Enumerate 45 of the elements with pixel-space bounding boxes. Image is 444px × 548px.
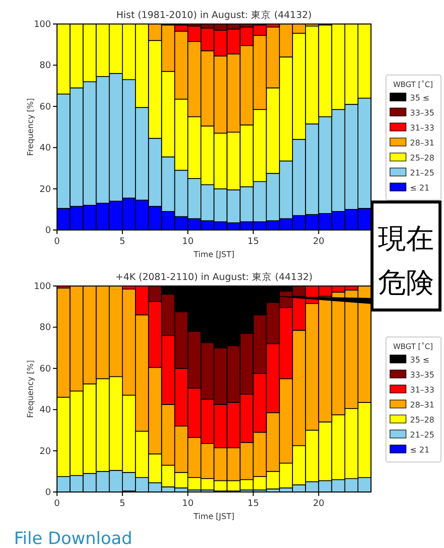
legend-label: 35 ≤ xyxy=(410,356,430,364)
legend-label: ≤ 21 xyxy=(410,184,430,192)
x-tick-label: 0 xyxy=(54,499,60,509)
x-tick-label: 5 xyxy=(120,237,126,247)
text: 危険 xyxy=(378,266,434,299)
chart-title: Hist (1981-2010) in August: 東京 (44132) xyxy=(116,9,312,21)
x-tick-label: 10 xyxy=(182,237,194,247)
x-axis-title: Time [JST] xyxy=(192,250,234,259)
text: 現在 xyxy=(378,222,434,255)
y-tick-label: 80 xyxy=(40,61,52,72)
y-tick-label: 60 xyxy=(40,102,52,112)
x-axis-title: Time [JST] xyxy=(192,512,234,521)
x-tick-label: 5 xyxy=(120,499,126,509)
y-tick-label: 0 xyxy=(45,226,52,236)
x-tick-label: 15 xyxy=(248,499,259,509)
legend-label: 21–25 xyxy=(410,168,434,178)
y-tick-label: 100 xyxy=(34,282,52,292)
legend-label: 25–28 xyxy=(410,416,434,424)
legend-label: 33–35 xyxy=(410,108,434,118)
legend-label: 35 ≤ xyxy=(410,94,430,102)
x-tick-label: 10 xyxy=(182,499,194,509)
legend-label: 21–25 xyxy=(410,430,434,440)
y-axis-title: Frequency [%] xyxy=(26,360,35,418)
x-tick-label: 20 xyxy=(312,499,325,509)
y-tick-label: 100 xyxy=(34,20,52,30)
legend-label: ≤ 21 xyxy=(410,446,430,454)
legend-label: 31–33 xyxy=(410,124,434,132)
y-tick-label: 20 xyxy=(40,184,52,195)
y-tick-label: 40 xyxy=(40,144,52,154)
y-tick-label: 40 xyxy=(40,406,52,416)
text: File Download xyxy=(14,529,132,548)
legend-label: 25–28 xyxy=(410,154,434,162)
chart-title: +4K (2081-2110) in August: 東京 (44132) xyxy=(115,271,313,283)
y-tick-label: 20 xyxy=(40,446,52,457)
x-tick-label: 20 xyxy=(312,237,325,247)
x-tick-label: 0 xyxy=(54,237,60,247)
legend-label: 31–33 xyxy=(410,386,434,394)
legend-label: 28–31 xyxy=(410,400,434,410)
y-axis-title: Frequency [%] xyxy=(26,98,35,156)
legend-label: 28–31 xyxy=(410,138,434,148)
y-tick-label: 60 xyxy=(40,364,52,374)
x-tick-label: 15 xyxy=(248,237,259,247)
legend-label: 33–35 xyxy=(410,370,434,380)
y-tick-label: 80 xyxy=(40,323,52,334)
y-tick-label: 0 xyxy=(45,488,52,498)
